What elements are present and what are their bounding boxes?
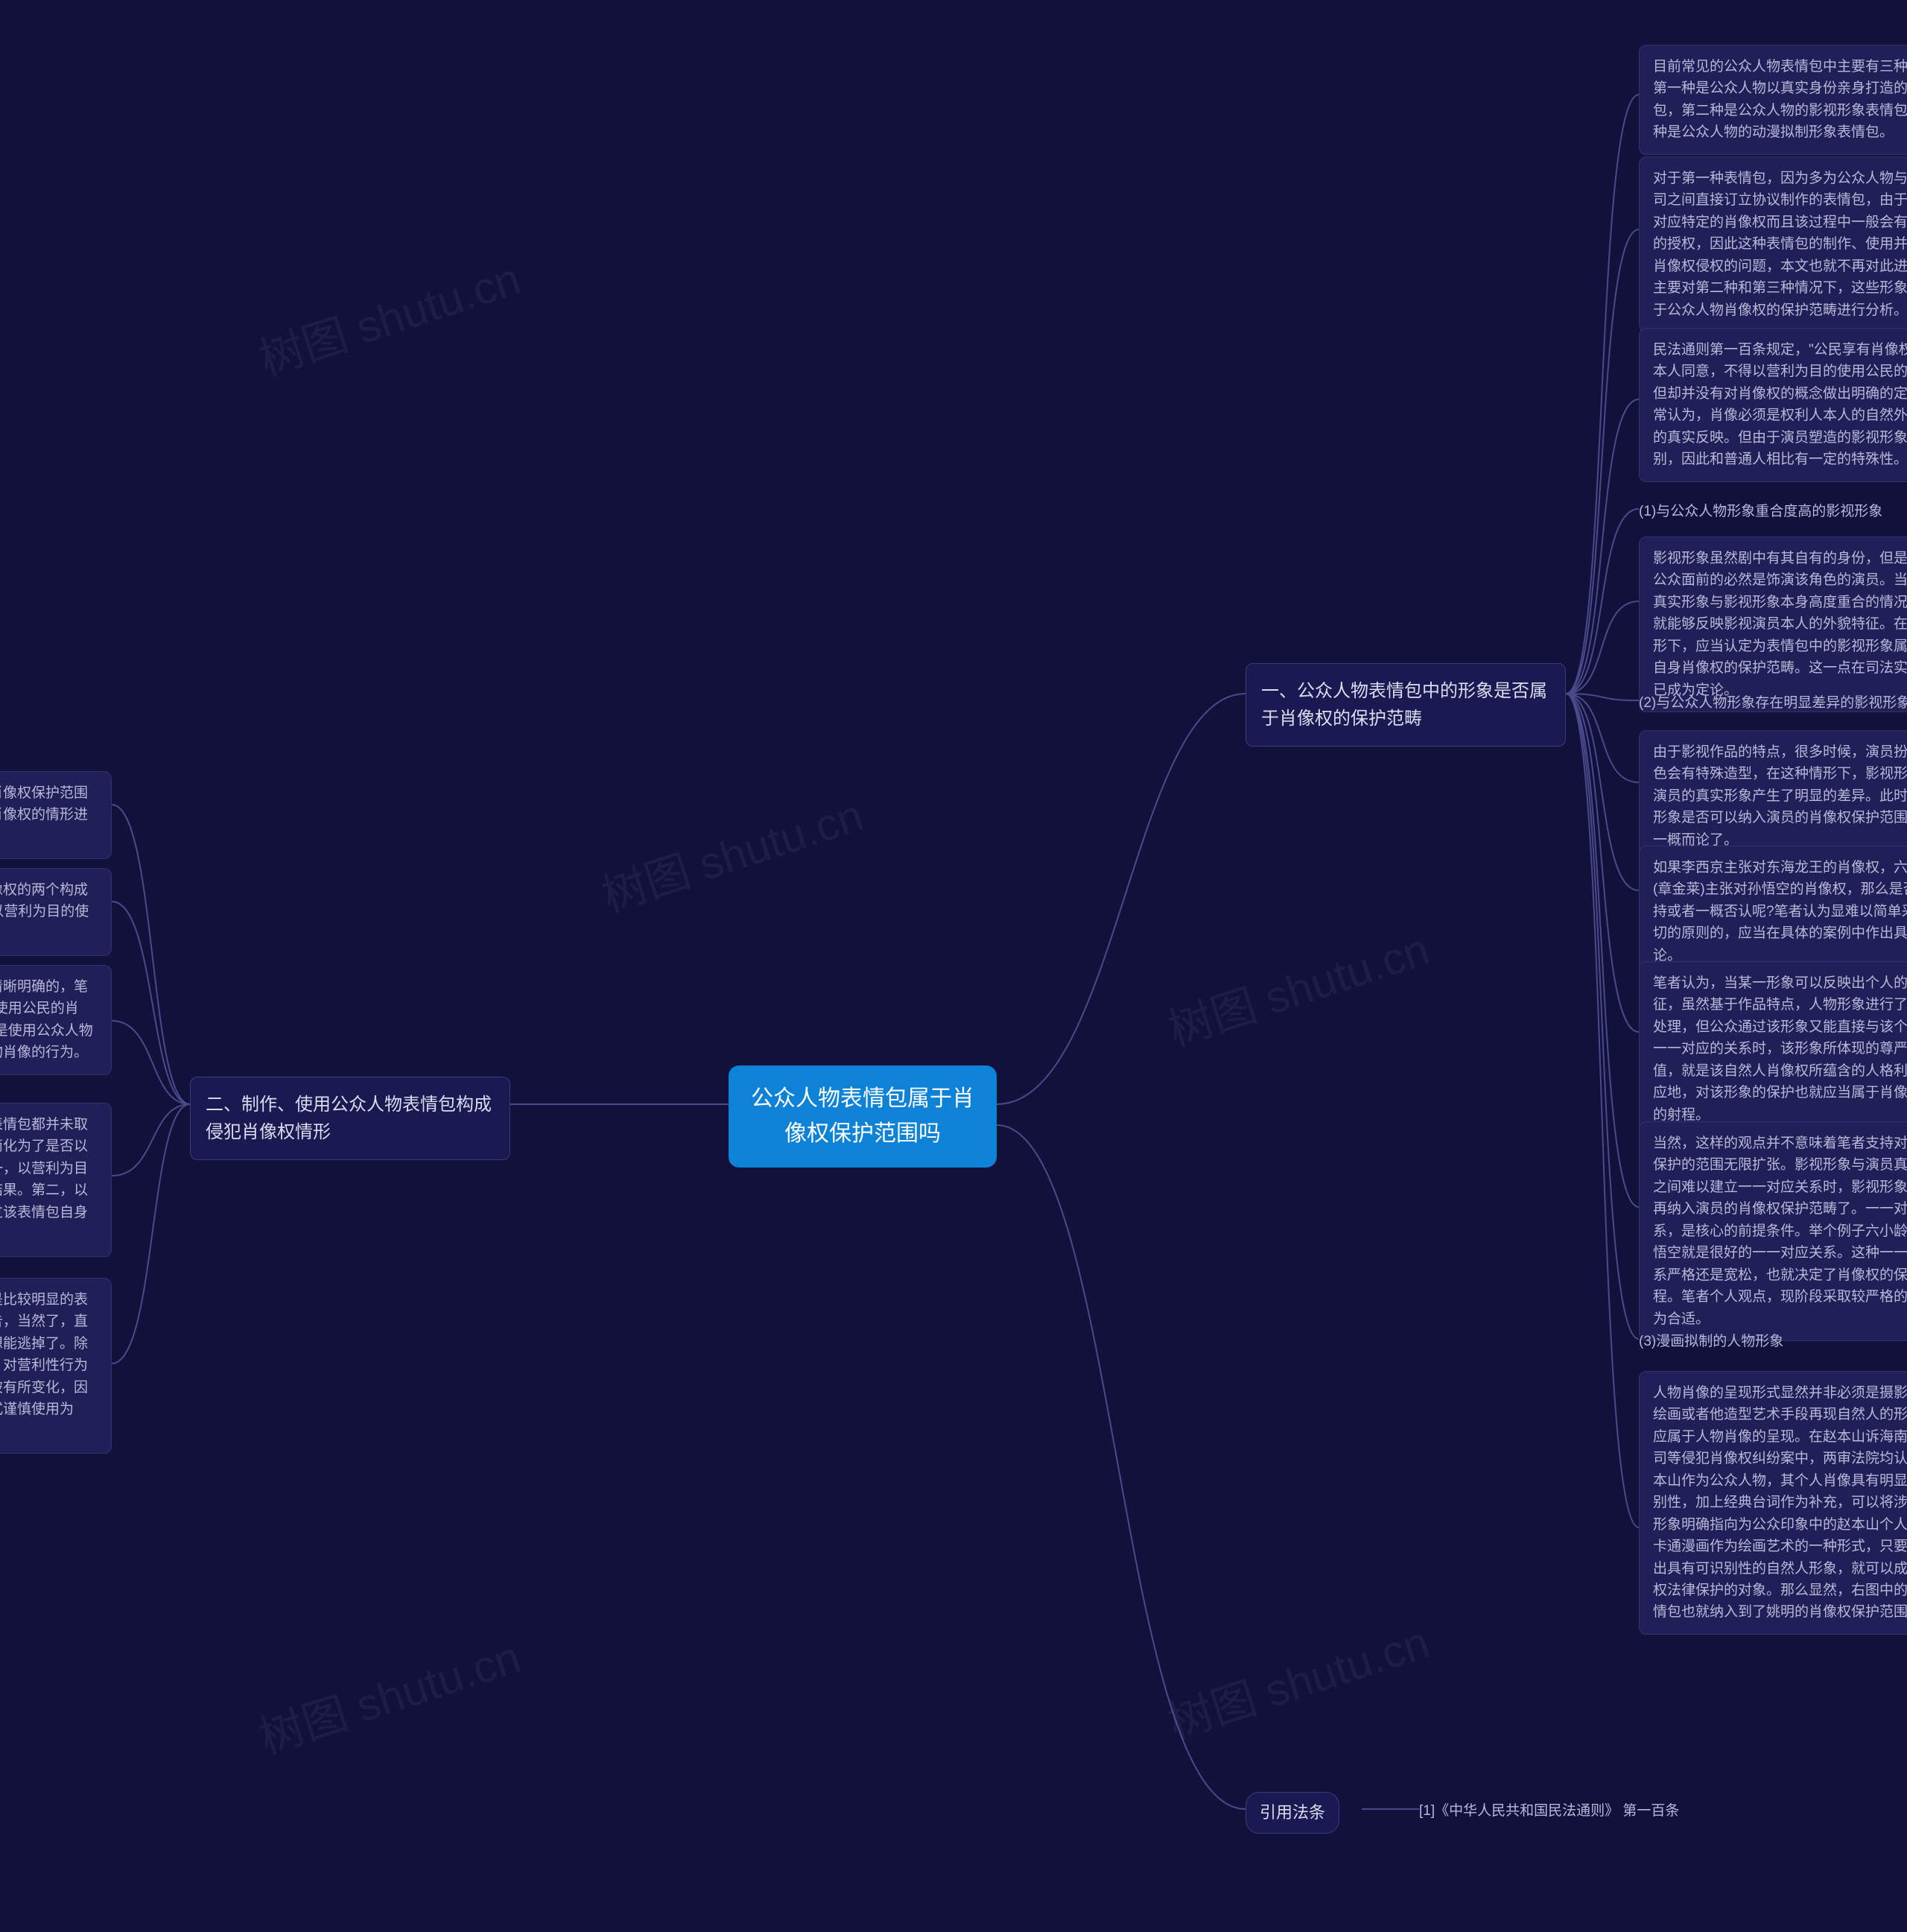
leaf-text: 由于通常情况下，制作或者使用表情包都并未取得授权，那么认定是否侵权也就简化为了是… <box>0 1117 88 1242</box>
leaf-text: [1]《中华人民共和国民法通则》 第一百条 <box>1419 1803 1679 1819</box>
branch-2-label: 二、制作、使用公众人物表情包构成侵犯肖像权情形 <box>206 1095 492 1142</box>
leaf-text: 民法通则第一百条规定了侵犯肖像权的两个构成要件，即"未经本人同意"和"不得以营利… <box>0 882 89 942</box>
leaf-1-11[interactable]: 人物肖像的呈现形式显然并非必须是摄影，通过绘画或者他造型艺术手段再现自然人的形象… <box>1639 1371 1907 1635</box>
leaf-1-10[interactable]: (3)漫画拟制的人物形象 <box>1639 1328 1907 1355</box>
leaf-text: 笔者认为，当某一形象可以反映出个人的体貌特征，虽然基于作品特点，人物形象进行了艺… <box>1653 975 1907 1123</box>
leaf-1-0[interactable]: 目前常见的公众人物表情包中主要有三种类型，第一种是公众人物以真实身份亲身打造的表… <box>1639 45 1907 155</box>
leaf-text: (3)漫画拟制的人物形象 <box>1639 1334 1783 1349</box>
leaf-text: 民法通则第一百条规定，"公民享有肖像权，未经本人同意，不得以营利为目的使用公民的… <box>1653 342 1907 467</box>
leaf-text: 在表情包中的形象属于公众人物肖像权保护范围的前提下，我们可以对具体侵犯肖像权的情… <box>0 785 88 845</box>
leaf-2-0[interactable]: 在表情包中的形象属于公众人物肖像权保护范围的前提下，我们可以对具体侵犯肖像权的情… <box>0 771 112 859</box>
leaf-1-1[interactable]: 对于第一种表情包，因为多为公众人物与相关公司之间直接订立协议制作的表情包，由于其… <box>1639 156 1907 332</box>
leaf-2-4[interactable]: 目前司法实践中常见的案例多还是比较明显的表情包的商业化使用行为，比如广告，当然了… <box>0 1278 112 1454</box>
leaf-3-0[interactable]: [1]《中华人民共和国民法通则》 第一百条 <box>1419 1797 1679 1825</box>
leaf-text: 如果李西京主张对东海龙王的肖像权，六小龄童(章金莱)主张对孙悟空的肖像权，那么是… <box>1653 860 1907 963</box>
watermark: 树图 shutu.cn <box>1158 913 1436 1059</box>
branch-1-label: 一、公众人物表情包中的形象是否属于肖像权的保护范畴 <box>1261 681 1547 729</box>
watermark: 树图 shutu.cn <box>250 243 527 388</box>
leaf-2-3[interactable]: 由于通常情况下，制作或者使用表情包都并未取得授权，那么认定是否侵权也就简化为了是… <box>0 1103 112 1257</box>
leaf-1-4[interactable]: 影视形象虽然剧中有其自有的身份，但是呈现在公众面前的必然是饰演该角色的演员。当演… <box>1639 536 1907 712</box>
leaf-text: 目前司法实践中常见的案例多还是比较明显的表情包的商业化使用行为，比如广告，当然了… <box>0 1292 88 1440</box>
leaf-text: 未经本人同意即未取得授权，是清晰明确的，笔者不再赘述。"不得以营利为目的使用公民… <box>0 979 93 1060</box>
watermark: 树图 shutu.cn <box>1158 1606 1436 1752</box>
branch-3[interactable]: 引用法条 <box>1246 1792 1339 1834</box>
branch-3-label: 引用法条 <box>1260 1803 1325 1822</box>
leaf-text: 目前常见的公众人物表情包中主要有三种类型，第一种是公众人物以真实身份亲身打造的表… <box>1653 59 1907 140</box>
leaf-1-8[interactable]: 笔者认为，当某一形象可以反映出个人的体貌特征，虽然基于作品特点，人物形象进行了艺… <box>1639 961 1907 1137</box>
leaf-1-7[interactable]: 如果李西京主张对东海龙王的肖像权，六小龄童(章金莱)主张对孙悟空的肖像权，那么是… <box>1639 846 1907 978</box>
watermark: 树图 shutu.cn <box>592 779 870 925</box>
branch-1[interactable]: 一、公众人物表情包中的形象是否属于肖像权的保护范畴 <box>1246 663 1566 747</box>
leaf-text: 当然，这样的观点并不意味着笔者支持对肖像权保护的范围无限扩张。影视形象与演员真实… <box>1653 1136 1907 1327</box>
leaf-text: (2)与公众人物形象存在明显差异的影视形象 <box>1639 695 1907 711</box>
leaf-text: 人物肖像的呈现形式显然并非必须是摄影，通过绘画或者他造型艺术手段再现自然人的形象… <box>1653 1385 1907 1620</box>
leaf-1-6[interactable]: 由于影视作品的特点，很多时候，演员扮演的角色会有特殊造型，在这种情形下，影视形象… <box>1639 730 1907 862</box>
leaf-2-2[interactable]: 未经本人同意即未取得授权，是清晰明确的，笔者不再赘述。"不得以营利为目的使用公民… <box>0 965 112 1075</box>
connector-lines <box>0 0 1907 1932</box>
leaf-1-9[interactable]: 当然，这样的观点并不意味着笔者支持对肖像权保护的范围无限扩张。影视形象与演员真实… <box>1639 1121 1907 1341</box>
watermark: 树图 shutu.cn <box>250 1621 527 1767</box>
branch-2[interactable]: 二、制作、使用公众人物表情包构成侵犯肖像权情形 <box>190 1077 510 1160</box>
root-label: 公众人物表情包属于肖像权保护范围吗 <box>751 1086 974 1146</box>
leaf-1-5[interactable]: (2)与公众人物形象存在明显差异的影视形象 <box>1639 689 1907 717</box>
leaf-text: 对于第一种表情包，因为多为公众人物与相关公司之间直接订立协议制作的表情包，由于其… <box>1653 171 1907 318</box>
root-node[interactable]: 公众人物表情包属于肖像权保护范围吗 <box>729 1065 997 1168</box>
leaf-2-1[interactable]: 民法通则第一百条规定了侵犯肖像权的两个构成要件，即"未经本人同意"和"不得以营利… <box>0 868 112 956</box>
leaf-1-2[interactable]: 民法通则第一百条规定，"公民享有肖像权，未经本人同意，不得以营利为目的使用公民的… <box>1639 328 1907 482</box>
leaf-1-3[interactable]: (1)与公众人物形象重合度高的影视形象 <box>1639 498 1907 525</box>
leaf-text: 由于影视作品的特点，很多时候，演员扮演的角色会有特殊造型，在这种情形下，影视形象… <box>1653 744 1907 848</box>
leaf-text: 影视形象虽然剧中有其自有的身份，但是呈现在公众面前的必然是饰演该角色的演员。当演… <box>1653 551 1907 698</box>
leaf-text: (1)与公众人物形象重合度高的影视形象 <box>1639 504 1882 519</box>
